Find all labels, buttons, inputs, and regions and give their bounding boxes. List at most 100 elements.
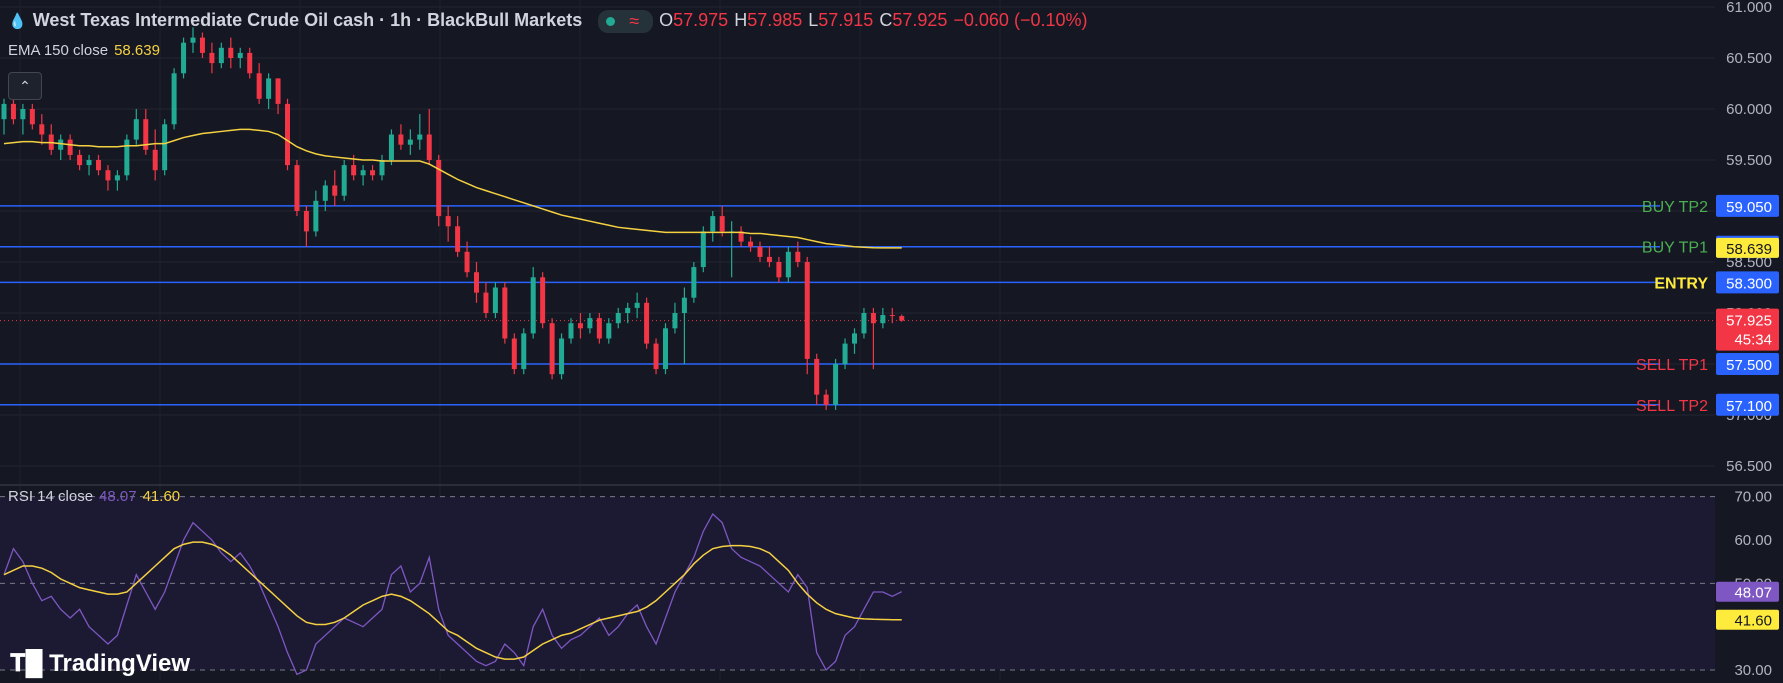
candle-body[interactable] bbox=[492, 287, 498, 314]
candle-body[interactable] bbox=[474, 272, 479, 293]
candle-body[interactable] bbox=[672, 313, 678, 329]
candle-body[interactable] bbox=[766, 256, 772, 262]
candle-body[interactable] bbox=[814, 358, 820, 395]
candle-body[interactable] bbox=[889, 315, 895, 317]
candle-body[interactable] bbox=[285, 103, 290, 166]
candle-body[interactable] bbox=[332, 185, 338, 196]
candle-body[interactable] bbox=[436, 160, 442, 217]
candle-body[interactable] bbox=[833, 364, 839, 405]
candle-body[interactable] bbox=[370, 170, 376, 176]
candle-body[interactable] bbox=[1, 103, 7, 120]
candle-body[interactable] bbox=[171, 73, 177, 125]
candle-body[interactable] bbox=[417, 134, 423, 140]
candle-body[interactable] bbox=[133, 119, 139, 140]
rsi-legend[interactable]: RSI 14 close 48.07 41.60 bbox=[8, 488, 186, 505]
candle-body[interactable] bbox=[464, 251, 470, 273]
candle-body[interactable] bbox=[540, 277, 546, 324]
candle-body[interactable] bbox=[653, 343, 659, 370]
candle-body[interactable] bbox=[77, 154, 83, 166]
candle-body[interactable] bbox=[209, 52, 215, 64]
candle-body[interactable] bbox=[748, 241, 754, 247]
candle-body[interactable] bbox=[351, 165, 357, 176]
candle-body[interactable] bbox=[237, 52, 243, 58]
candle-body[interactable] bbox=[190, 37, 196, 43]
candlestick-series[interactable] bbox=[1, 27, 905, 410]
candle-body[interactable] bbox=[644, 302, 650, 344]
candle-body[interactable] bbox=[360, 170, 366, 176]
candle-body[interactable] bbox=[96, 160, 101, 171]
candle-body[interactable] bbox=[710, 216, 716, 232]
tradingview-logo[interactable]: 𝐓█ TradingView bbox=[10, 650, 190, 678]
candle-body[interactable] bbox=[294, 165, 300, 211]
candle-body[interactable] bbox=[10, 103, 16, 120]
candle-body[interactable] bbox=[577, 323, 583, 329]
candle-body[interactable] bbox=[322, 185, 328, 201]
candle-body[interactable] bbox=[341, 165, 347, 196]
candle-body[interactable] bbox=[218, 47, 224, 64]
candle-body[interactable] bbox=[861, 313, 867, 334]
candle-body[interactable] bbox=[124, 139, 130, 176]
candle-body[interactable] bbox=[67, 139, 73, 155]
candle-body[interactable] bbox=[398, 134, 404, 145]
candle-body[interactable] bbox=[502, 287, 508, 339]
candle-body[interactable] bbox=[870, 313, 876, 324]
candle-body[interactable] bbox=[663, 328, 668, 370]
market-status-pill[interactable]: ≈ bbox=[598, 10, 654, 33]
candle-body[interactable] bbox=[795, 251, 801, 262]
candle-body[interactable] bbox=[199, 37, 205, 53]
candle-body[interactable] bbox=[823, 394, 829, 405]
candle-body[interactable] bbox=[266, 78, 272, 99]
candle-body[interactable] bbox=[568, 323, 574, 339]
candle-body[interactable] bbox=[39, 124, 45, 135]
candle-body[interactable] bbox=[426, 134, 432, 161]
candle-body[interactable] bbox=[842, 343, 848, 364]
candle-body[interactable] bbox=[455, 226, 461, 252]
candle-body[interactable] bbox=[29, 109, 35, 125]
candle-body[interactable] bbox=[275, 78, 281, 104]
candle-body[interactable] bbox=[852, 333, 857, 344]
candle-body[interactable] bbox=[681, 297, 687, 313]
candle-body[interactable] bbox=[162, 124, 168, 171]
symbol-legend[interactable]: 💧 West Texas Intermediate Crude Oil cash … bbox=[8, 10, 1094, 33]
candle-body[interactable] bbox=[596, 318, 602, 339]
candle-body[interactable] bbox=[313, 200, 319, 232]
candle-body[interactable] bbox=[804, 262, 810, 359]
candle-body[interactable] bbox=[719, 216, 725, 232]
candle-body[interactable] bbox=[483, 292, 489, 313]
candle-body[interactable] bbox=[407, 139, 413, 145]
candle-body[interactable] bbox=[20, 109, 26, 120]
candle-body[interactable] bbox=[521, 333, 527, 370]
candle-body[interactable] bbox=[785, 251, 791, 278]
candle-body[interactable] bbox=[379, 160, 385, 176]
candle-body[interactable] bbox=[105, 170, 111, 181]
candle-body[interactable] bbox=[530, 277, 536, 334]
candle-body[interactable] bbox=[625, 307, 631, 313]
candle-body[interactable] bbox=[880, 315, 886, 324]
candle-body[interactable] bbox=[303, 211, 309, 232]
candle-body[interactable] bbox=[247, 52, 253, 74]
candle-body[interactable] bbox=[228, 47, 234, 58]
candle-body[interactable] bbox=[114, 175, 120, 181]
candle-body[interactable] bbox=[615, 313, 621, 324]
candle-body[interactable] bbox=[181, 42, 187, 74]
candle-body[interactable] bbox=[256, 73, 262, 99]
ema-legend[interactable]: EMA 150 close 58.639 bbox=[8, 42, 166, 59]
candle-body[interactable] bbox=[738, 231, 744, 242]
candle-body[interactable] bbox=[899, 316, 905, 321]
candle-body[interactable] bbox=[776, 262, 782, 278]
candle-body[interactable] bbox=[143, 119, 149, 150]
candle-body[interactable] bbox=[388, 134, 394, 161]
candle-body[interactable] bbox=[606, 323, 612, 339]
candle-body[interactable] bbox=[587, 318, 593, 329]
candle-body[interactable] bbox=[86, 160, 92, 166]
candle-body[interactable] bbox=[549, 323, 555, 375]
candle-body[interactable] bbox=[691, 267, 697, 298]
candle-body[interactable] bbox=[634, 302, 640, 308]
collapse-legend-button[interactable]: ⌃ bbox=[8, 72, 42, 100]
candle-body[interactable] bbox=[700, 231, 706, 268]
symbol-title[interactable]: West Texas Intermediate Crude Oil cash ·… bbox=[32, 10, 583, 30]
candle-body[interactable] bbox=[445, 216, 451, 227]
candle-body[interactable] bbox=[757, 246, 763, 257]
